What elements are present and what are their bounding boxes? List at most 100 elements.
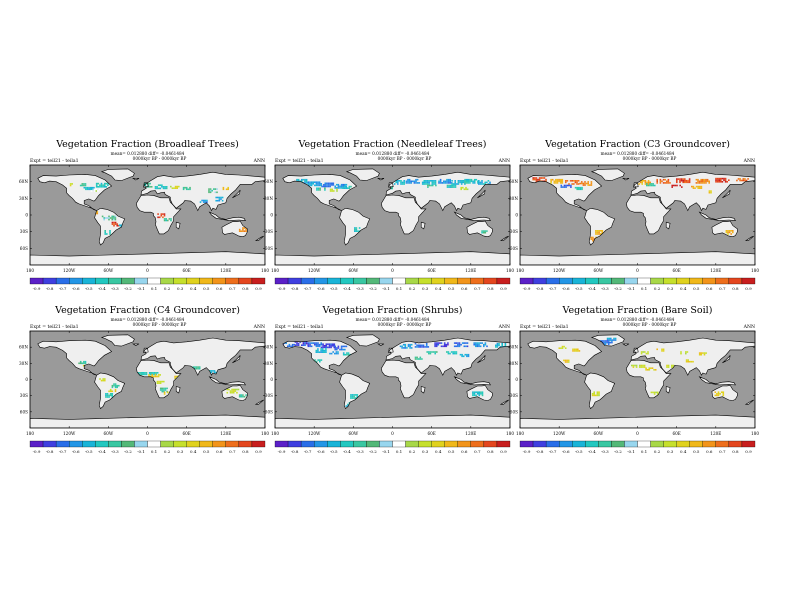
data-cell bbox=[577, 350, 579, 352]
data-cell bbox=[465, 342, 467, 344]
land bbox=[141, 172, 265, 211]
data-cell bbox=[465, 345, 467, 348]
data-cell bbox=[606, 337, 609, 340]
coastline bbox=[232, 189, 241, 199]
map-panel: Vegetation Fraction (C3 Groundcover)mean… bbox=[509, 139, 759, 291]
data-cell bbox=[703, 178, 706, 181]
data-cell bbox=[453, 186, 455, 188]
lon-label: 60W bbox=[349, 268, 359, 273]
data-cell bbox=[166, 387, 168, 390]
data-cell bbox=[449, 182, 451, 184]
data-cell bbox=[662, 350, 665, 352]
data-cell bbox=[703, 352, 706, 354]
data-cell bbox=[483, 343, 485, 346]
data-cell bbox=[466, 355, 468, 358]
data-cell bbox=[83, 184, 85, 187]
data-cell bbox=[105, 182, 108, 185]
colorbar-swatch bbox=[314, 277, 328, 285]
lat-label: 30N bbox=[19, 361, 28, 366]
data-cell bbox=[332, 351, 334, 353]
colorbar-swatch bbox=[238, 277, 253, 285]
data-cell bbox=[319, 359, 321, 361]
data-cell bbox=[481, 393, 484, 395]
data-cell bbox=[170, 219, 172, 222]
data-cell bbox=[443, 342, 446, 344]
data-cell bbox=[315, 343, 318, 346]
colorbar-label: 0.9 bbox=[255, 286, 262, 291]
data-cell bbox=[677, 178, 680, 180]
colorbar-swatch bbox=[392, 440, 406, 448]
colorbar-swatch bbox=[483, 277, 498, 285]
data-cell bbox=[608, 339, 610, 341]
colorbar-label: -0.6 bbox=[317, 449, 325, 454]
data-cell bbox=[667, 178, 670, 181]
data-cell bbox=[472, 180, 474, 183]
panel-season: ANN bbox=[743, 324, 755, 330]
lon-label: 180 bbox=[506, 431, 514, 436]
data-cell bbox=[296, 342, 298, 345]
data-cell bbox=[575, 348, 577, 351]
data-cell bbox=[104, 379, 106, 382]
data-cell bbox=[427, 186, 429, 188]
colorbar-swatch bbox=[637, 440, 651, 448]
lon-label: 60W bbox=[104, 431, 114, 436]
data-cell bbox=[150, 186, 153, 188]
data-cell bbox=[153, 375, 155, 378]
data-cell bbox=[317, 359, 319, 361]
lat-label: 60S bbox=[265, 246, 273, 251]
coastline bbox=[711, 220, 738, 238]
data-cell bbox=[452, 352, 454, 355]
data-cell bbox=[345, 345, 348, 348]
data-cell bbox=[449, 352, 451, 355]
data-cell bbox=[296, 341, 298, 343]
lon-label: 180 bbox=[261, 431, 269, 436]
colorbar-swatch bbox=[702, 277, 716, 285]
data-cell bbox=[563, 345, 565, 348]
data-cell bbox=[182, 186, 185, 189]
data-cell bbox=[679, 181, 681, 184]
data-cell bbox=[614, 337, 617, 340]
land bbox=[520, 251, 755, 265]
data-cell bbox=[574, 181, 577, 184]
data-cell bbox=[716, 393, 718, 395]
data-cell bbox=[309, 343, 311, 346]
lon-label: 0 bbox=[636, 268, 639, 273]
data-cell bbox=[573, 348, 576, 351]
data-cell bbox=[326, 182, 328, 185]
data-cell bbox=[532, 178, 534, 181]
data-cell bbox=[142, 373, 145, 376]
data-cell bbox=[591, 393, 594, 395]
data-cell bbox=[111, 396, 114, 398]
land bbox=[722, 355, 731, 363]
data-cell bbox=[194, 366, 196, 368]
data-cell bbox=[236, 388, 238, 391]
data-cell bbox=[607, 341, 610, 344]
data-cell bbox=[163, 390, 165, 393]
data-cell bbox=[671, 366, 673, 368]
data-cell bbox=[304, 178, 306, 181]
data-cell bbox=[448, 184, 450, 187]
data-cell bbox=[164, 387, 167, 390]
data-cell bbox=[199, 201, 202, 203]
data-cell bbox=[410, 180, 412, 183]
data-cell bbox=[355, 227, 358, 229]
data-cell bbox=[325, 348, 327, 350]
data-cell bbox=[431, 351, 433, 353]
data-cell bbox=[332, 182, 335, 185]
data-cell bbox=[679, 184, 681, 187]
data-cell bbox=[165, 218, 167, 220]
data-cell bbox=[113, 215, 115, 218]
data-cell bbox=[163, 214, 166, 217]
data-cell bbox=[740, 179, 743, 182]
data-cell bbox=[457, 343, 459, 346]
colorbar-label: 0.5 bbox=[448, 286, 455, 291]
data-cell bbox=[325, 346, 328, 349]
data-cell bbox=[692, 360, 694, 363]
data-cell bbox=[652, 391, 654, 394]
colorbar-label: -0.3 bbox=[601, 286, 609, 291]
data-cell bbox=[304, 182, 306, 184]
colorbar-label: -0.9 bbox=[523, 449, 531, 454]
data-cell bbox=[185, 188, 188, 191]
data-cell bbox=[334, 347, 336, 349]
